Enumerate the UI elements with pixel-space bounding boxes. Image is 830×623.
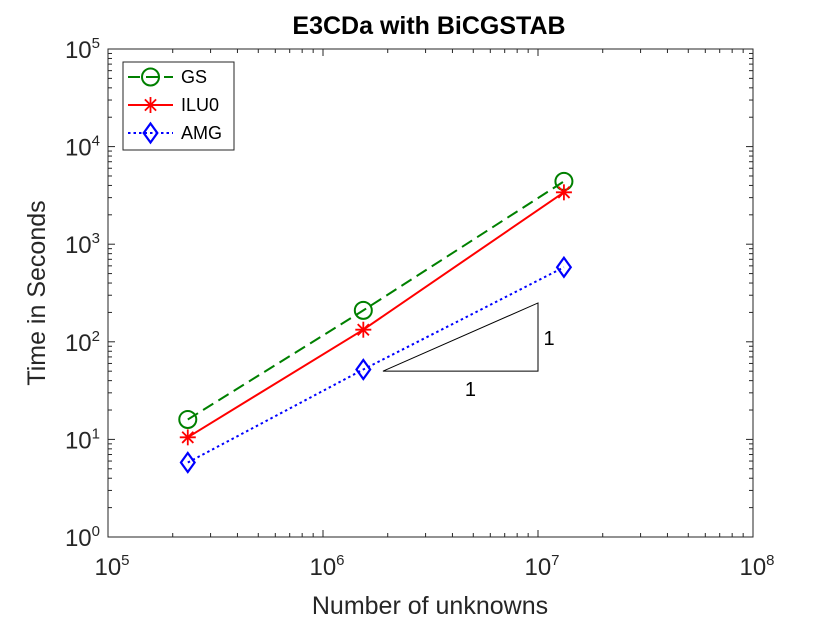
- series-line: [187, 266, 565, 464]
- legend-item-gs: GS: [128, 67, 207, 87]
- y-tick-label: 103: [65, 230, 100, 259]
- legend-label: ILU0: [181, 95, 219, 115]
- series-line: [187, 180, 565, 421]
- y-tick-label: 101: [65, 425, 100, 454]
- data-point: [179, 451, 196, 474]
- data-point: [179, 429, 196, 446]
- data-point: [353, 300, 373, 320]
- asterisk-stroke: [144, 98, 157, 112]
- x-axis: 105 106 107 108: [94, 49, 775, 581]
- series-amg: [179, 255, 573, 474]
- data-point: [355, 321, 372, 338]
- data-series: [178, 171, 574, 474]
- legend-marker: [141, 67, 160, 87]
- x-tick-label: 105: [94, 552, 129, 581]
- x-axis-label: Number of unknowns: [312, 592, 548, 620]
- series-ilu0: [179, 184, 572, 446]
- data-point: [355, 358, 372, 381]
- data-point: [555, 184, 572, 201]
- data-point: [178, 409, 198, 429]
- slope-run-label: 1: [465, 379, 476, 401]
- legend-item-ilu0: ILU0: [128, 95, 219, 115]
- y-tick-label: 105: [65, 35, 100, 64]
- asterisk-stroke: [557, 186, 571, 199]
- y-tick-label: 102: [65, 328, 100, 357]
- series-gs: [178, 171, 574, 429]
- y-axis-label: Time in Seconds: [23, 200, 51, 385]
- x-tick-label: 106: [309, 552, 344, 581]
- asterisk-stroke: [357, 323, 370, 336]
- legend-label: AMG: [181, 123, 222, 143]
- chart-title: E3CDa with BiCGSTAB: [292, 12, 565, 40]
- x-tick-label: 107: [524, 552, 559, 581]
- y-axis: 100 101 102 103 104 105: [65, 35, 753, 552]
- y-tick-label: 104: [65, 133, 100, 162]
- slope-triangle-shape: [382, 302, 539, 372]
- legend-marker: [142, 97, 159, 113]
- legend-item-amg: AMG: [128, 121, 222, 145]
- data-point: [555, 255, 573, 279]
- asterisk-stroke: [181, 431, 195, 444]
- slope-rise-label: 1: [543, 328, 554, 350]
- legend: GS ILU0 AMG: [122, 61, 235, 151]
- y-tick-label: 100: [65, 523, 100, 552]
- x-tick-label: 108: [739, 552, 774, 581]
- legend-label: GS: [181, 67, 207, 87]
- slope-triangle: 11: [382, 302, 555, 401]
- legend-marker: [142, 121, 159, 145]
